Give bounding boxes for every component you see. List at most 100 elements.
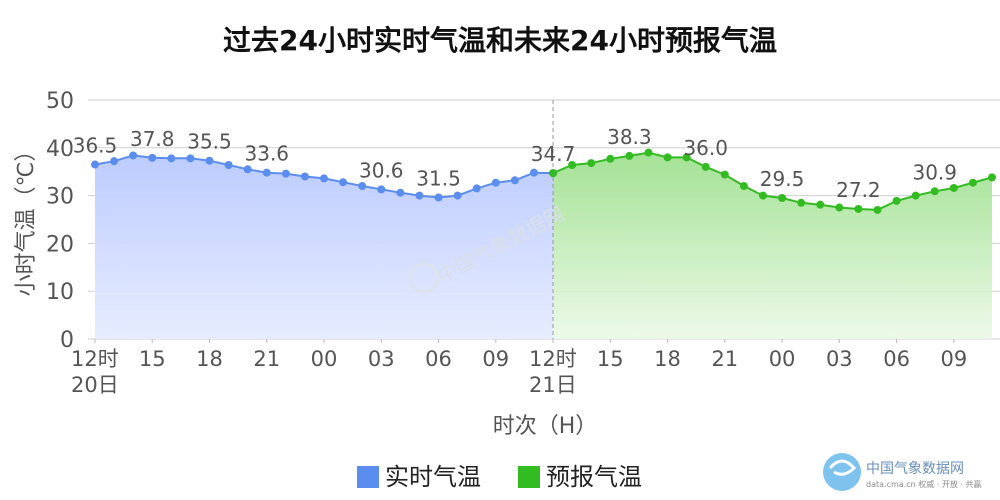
y-tick-label: 40 — [46, 137, 74, 162]
data-point-actual[interactable] — [148, 153, 157, 162]
data-point-forecast[interactable] — [892, 196, 901, 205]
brand-logo-icon — [823, 453, 861, 491]
y-tick-label: 50 — [46, 89, 74, 114]
data-point-actual[interactable] — [262, 168, 271, 177]
data-point-forecast[interactable] — [873, 205, 882, 214]
watermark-logo-icon — [408, 262, 440, 294]
x-axis-label: 时次（H） — [493, 414, 598, 439]
x-tick-label: 00 — [769, 347, 796, 371]
brand-watermark: 中国气象数据网 data.cma.cn 权威 · 开放 · 共赢 — [823, 453, 981, 491]
y-tick-label: 20 — [46, 232, 74, 257]
chart-title: 过去24小时实时气温和未来24小时预报气温 — [223, 24, 777, 57]
data-point-forecast[interactable] — [930, 187, 939, 196]
area-fill-forecast — [553, 152, 992, 339]
data-point-actual[interactable] — [91, 160, 99, 169]
x-tick-label: 06 — [425, 347, 452, 371]
data-point-actual[interactable] — [167, 154, 176, 163]
x-tick-label: 09 — [482, 347, 509, 371]
data-point-actual[interactable] — [434, 193, 443, 202]
x-tick-label: 09 — [940, 347, 967, 371]
y-tick-labels: 0 10 20 30 40 50 — [46, 89, 74, 353]
data-label: 36.5 — [73, 134, 118, 158]
brand-url: data.cma.cn 权威 · 开放 · 共赢 — [866, 479, 981, 489]
legend-item-actual[interactable]: 实时气温 — [357, 463, 481, 491]
data-point-actual[interactable] — [186, 154, 195, 163]
data-point-forecast[interactable] — [854, 204, 863, 213]
data-point-actual[interactable] — [491, 178, 500, 187]
legend-label-forecast: 预报气温 — [546, 463, 642, 491]
data-point-actual[interactable] — [205, 156, 214, 165]
data-point-actual[interactable] — [300, 172, 309, 181]
data-point-forecast[interactable] — [739, 182, 748, 191]
legend-swatch-actual — [357, 466, 379, 488]
legend: 实时气温 预报气温 — [357, 463, 642, 491]
x-tick-label: 12时 — [71, 347, 119, 371]
data-point-forecast[interactable] — [911, 191, 920, 200]
data-point-actual[interactable] — [281, 169, 290, 178]
data-point-forecast[interactable] — [758, 191, 767, 200]
data-point-forecast[interactable] — [949, 183, 958, 192]
data-point-forecast[interactable] — [720, 170, 729, 179]
data-point-forecast[interactable] — [778, 193, 787, 202]
data-point-forecast[interactable] — [988, 173, 996, 182]
data-point-actual[interactable] — [339, 178, 348, 187]
data-point-actual[interactable] — [529, 168, 538, 177]
y-axis-label: 小时气温（℃） — [14, 140, 39, 297]
legend-label-actual: 实时气温 — [385, 463, 481, 491]
data-point-forecast[interactable] — [968, 178, 977, 187]
data-label: 37.8 — [130, 127, 175, 151]
data-point-actual[interactable] — [396, 188, 405, 197]
x-tick-label: 03 — [826, 347, 853, 371]
data-point-actual[interactable] — [358, 182, 367, 191]
x-tick-label: 03 — [368, 347, 395, 371]
x-tick-label: 21 — [711, 347, 738, 371]
x-tick-label: 18 — [654, 347, 681, 371]
data-point-forecast[interactable] — [568, 161, 577, 170]
y-tick-label: 10 — [46, 280, 74, 305]
x-tick-label: 21 — [253, 347, 280, 371]
x-tick-label: 00 — [311, 347, 338, 371]
data-point-actual[interactable] — [224, 161, 233, 170]
series-points — [91, 148, 996, 214]
data-point-actual[interactable] — [129, 151, 138, 160]
data-point-actual[interactable] — [243, 165, 252, 174]
data-point-forecast[interactable] — [549, 169, 558, 178]
x-tick-label: 15 — [139, 347, 166, 371]
data-point-forecast[interactable] — [835, 203, 844, 212]
x-tick-label: 06 — [883, 347, 910, 371]
data-point-forecast[interactable] — [663, 153, 672, 162]
data-point-actual[interactable] — [320, 174, 329, 183]
data-point-actual[interactable] — [453, 191, 462, 200]
data-point-actual[interactable] — [510, 176, 519, 185]
data-point-forecast[interactable] — [606, 154, 615, 163]
data-point-forecast[interactable] — [587, 159, 596, 168]
legend-swatch-forecast — [518, 466, 540, 488]
data-point-forecast[interactable] — [701, 162, 710, 171]
data-point-forecast[interactable] — [797, 198, 806, 207]
data-label: 35.5 — [187, 130, 232, 154]
data-point-forecast[interactable] — [816, 200, 825, 209]
brand-name: 中国气象数据网 — [866, 461, 964, 477]
x-tick-label-date: 21日 — [529, 373, 577, 397]
data-point-forecast[interactable] — [625, 151, 634, 160]
data-point-forecast[interactable] — [682, 153, 691, 162]
x-tick-label: 18 — [196, 347, 223, 371]
data-label: 38.3 — [607, 125, 652, 149]
data-point-forecast[interactable] — [644, 148, 653, 157]
data-label: 31.5 — [416, 167, 461, 191]
data-label: 34.7 — [531, 142, 576, 166]
y-tick-label: 30 — [46, 185, 74, 210]
data-point-actual[interactable] — [377, 185, 386, 194]
legend-item-forecast[interactable]: 预报气温 — [518, 463, 642, 491]
data-label: 33.6 — [245, 142, 290, 166]
x-tick-label: 15 — [597, 347, 624, 371]
data-point-actual[interactable] — [110, 157, 119, 166]
data-point-actual[interactable] — [415, 191, 424, 200]
data-label: 36.0 — [683, 136, 728, 160]
data-label: 29.5 — [760, 167, 805, 191]
data-point-actual[interactable] — [472, 184, 481, 193]
data-label: 30.9 — [912, 160, 957, 184]
data-label: 27.2 — [836, 178, 881, 202]
